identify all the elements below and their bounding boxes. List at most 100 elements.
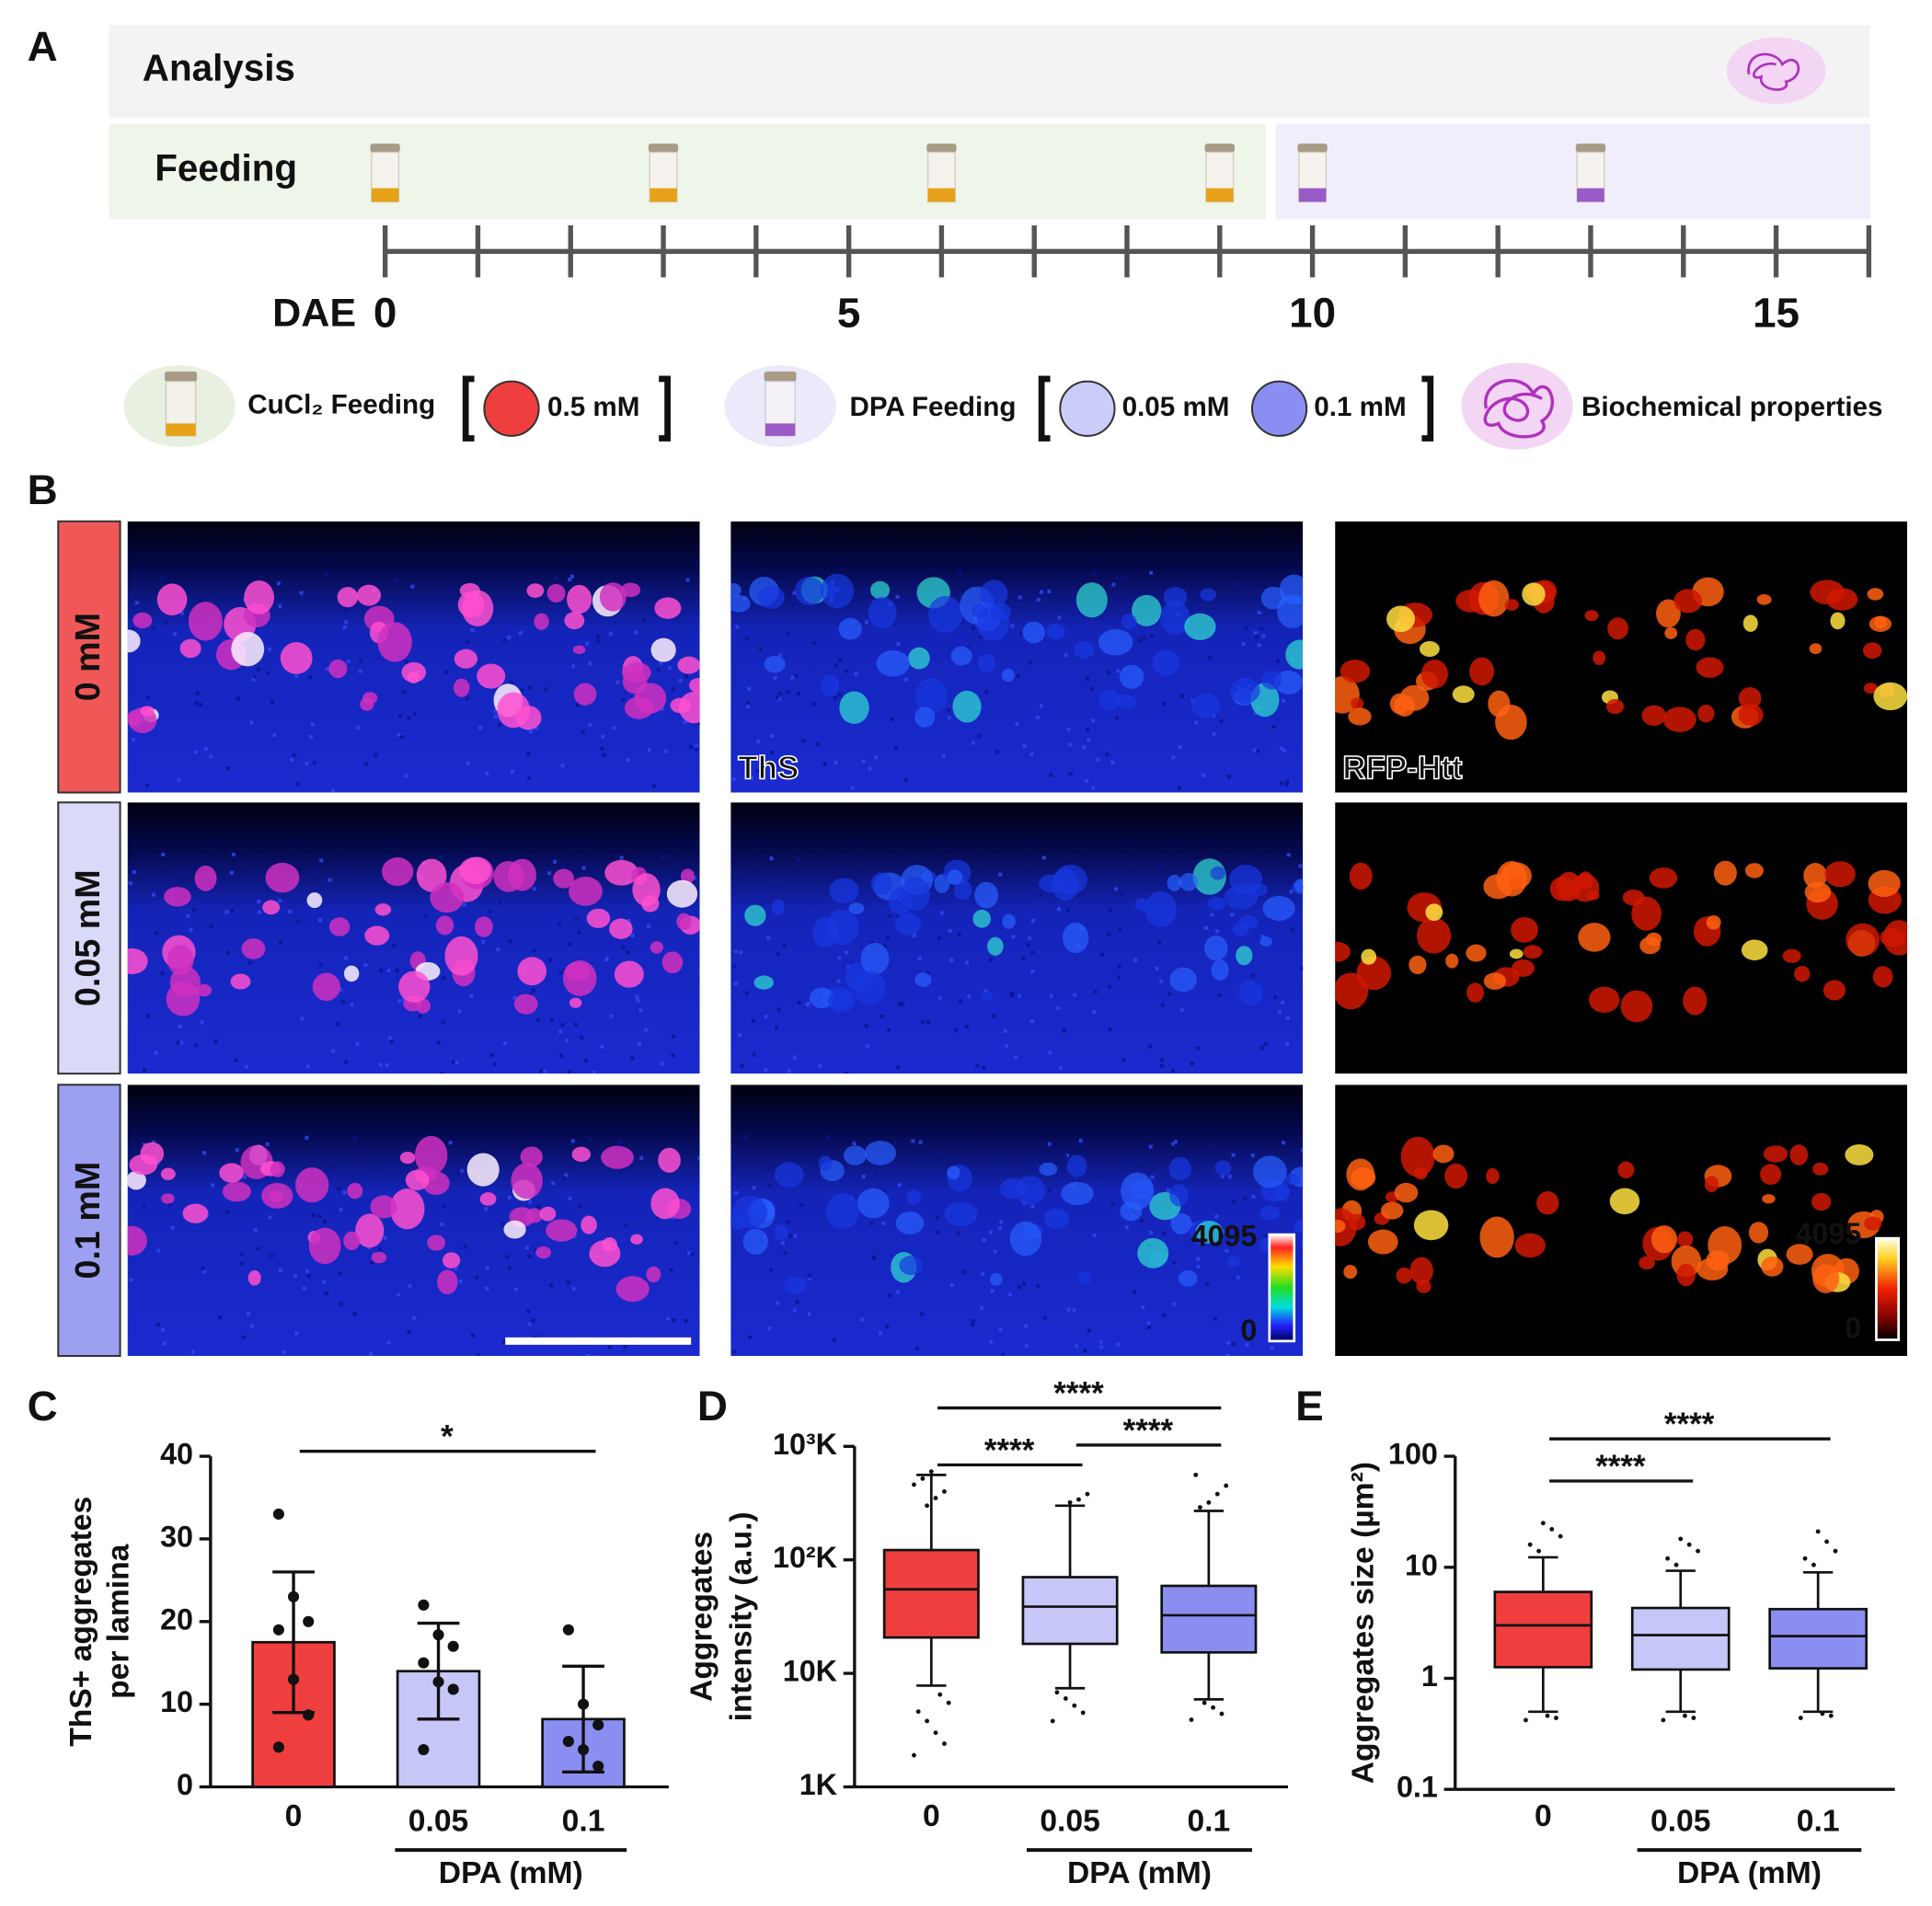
image-noise — [311, 722, 316, 727]
image-noise — [1116, 669, 1121, 673]
image-blob — [546, 1219, 578, 1242]
image-noise — [1116, 1342, 1121, 1347]
image-noise — [991, 1014, 995, 1018]
image-noise — [440, 1222, 444, 1227]
image-noise — [737, 1033, 742, 1038]
image-noise — [346, 660, 351, 664]
image-noise — [397, 1292, 401, 1297]
image-noise — [252, 675, 257, 680]
image-noise — [1085, 676, 1089, 682]
image-noise — [571, 664, 576, 669]
image-noise — [160, 971, 165, 976]
image-noise — [1107, 932, 1111, 936]
image-noise — [1231, 1342, 1236, 1347]
outlier — [1063, 1696, 1068, 1701]
image-noise — [852, 1142, 857, 1146]
row-label-box — [57, 801, 121, 1075]
image-noise — [777, 697, 782, 702]
image-noise — [695, 747, 699, 752]
image-noise — [1157, 940, 1162, 945]
image-noise — [600, 1044, 604, 1050]
image-blob — [161, 1193, 175, 1204]
image-blob — [1873, 682, 1908, 711]
image-noise — [543, 1070, 547, 1074]
image-blob — [1039, 874, 1063, 893]
image-blob — [129, 1154, 158, 1176]
image-noise — [958, 571, 962, 576]
image-noise — [920, 1019, 925, 1024]
data-point — [447, 1640, 459, 1652]
image-blob — [244, 580, 274, 614]
image-background — [127, 521, 700, 793]
image-blob — [1261, 670, 1282, 690]
image-noise — [1232, 1200, 1236, 1204]
image-noise — [564, 1173, 569, 1177]
image-noise — [1236, 1275, 1240, 1280]
image-blob — [1742, 614, 1758, 632]
image-blob — [461, 590, 494, 627]
image-blob — [1274, 670, 1303, 695]
image-blob — [1074, 640, 1094, 660]
image-noise — [740, 1063, 744, 1068]
image-noise — [671, 1053, 675, 1058]
image-noise — [249, 720, 254, 725]
image-noise — [386, 1340, 391, 1345]
image-noise — [850, 787, 855, 791]
image-noise — [369, 1351, 374, 1356]
image-noise — [129, 1278, 133, 1282]
image-noise — [770, 733, 775, 738]
image-blob — [1159, 601, 1190, 635]
image-noise — [949, 958, 954, 962]
image-noise — [1062, 1028, 1066, 1033]
image-blob — [328, 659, 348, 679]
image-noise — [807, 1273, 811, 1278]
image-noise — [776, 1007, 781, 1012]
image-blob — [1683, 986, 1708, 1016]
image-blob — [1152, 649, 1180, 676]
image-blob — [1631, 896, 1662, 931]
image-noise — [978, 635, 983, 639]
image-noise — [1150, 634, 1155, 638]
image-noise — [1244, 626, 1248, 631]
image-noise — [1160, 1058, 1165, 1062]
image-noise — [1022, 587, 1027, 591]
image-noise — [1048, 1188, 1052, 1193]
image-noise — [1253, 631, 1258, 636]
image-blob — [1744, 863, 1764, 878]
image-blob — [247, 1269, 261, 1286]
image-noise — [340, 1000, 345, 1005]
image-noise — [1121, 1157, 1125, 1162]
tick-label: 5 — [837, 289, 860, 336]
image-blob — [1077, 1271, 1091, 1285]
image-blob — [914, 706, 936, 728]
outlier — [1214, 1491, 1220, 1497]
image-noise — [502, 1040, 507, 1046]
box — [1160, 1584, 1258, 1654]
image-blob — [1061, 1181, 1094, 1206]
image-noise — [558, 1029, 563, 1034]
image-blob — [230, 973, 251, 990]
image-blob — [1039, 1162, 1058, 1177]
image-noise — [1210, 913, 1214, 917]
image-noise — [1260, 935, 1265, 939]
image-noise — [517, 599, 522, 604]
image-noise — [243, 1175, 247, 1179]
image-noise — [397, 732, 401, 737]
image-noise — [325, 667, 329, 672]
image-blob — [1053, 865, 1088, 895]
image-noise — [407, 1329, 411, 1334]
image-blob — [343, 1231, 361, 1251]
image-blob — [1864, 1216, 1882, 1231]
y-axis-label: Aggregates size (µm²) — [1346, 1462, 1380, 1784]
image-noise — [160, 576, 165, 580]
image-noise — [1300, 1148, 1304, 1153]
tube-cap — [926, 144, 957, 153]
tick-label: 10 — [1289, 289, 1336, 336]
image-noise — [355, 1042, 360, 1047]
image-noise — [177, 777, 181, 782]
image-noise — [468, 855, 473, 859]
x-tick-label: 0 — [1535, 1799, 1552, 1833]
image-blob — [127, 629, 141, 653]
image-noise — [595, 638, 601, 643]
image-noise — [1049, 773, 1053, 777]
